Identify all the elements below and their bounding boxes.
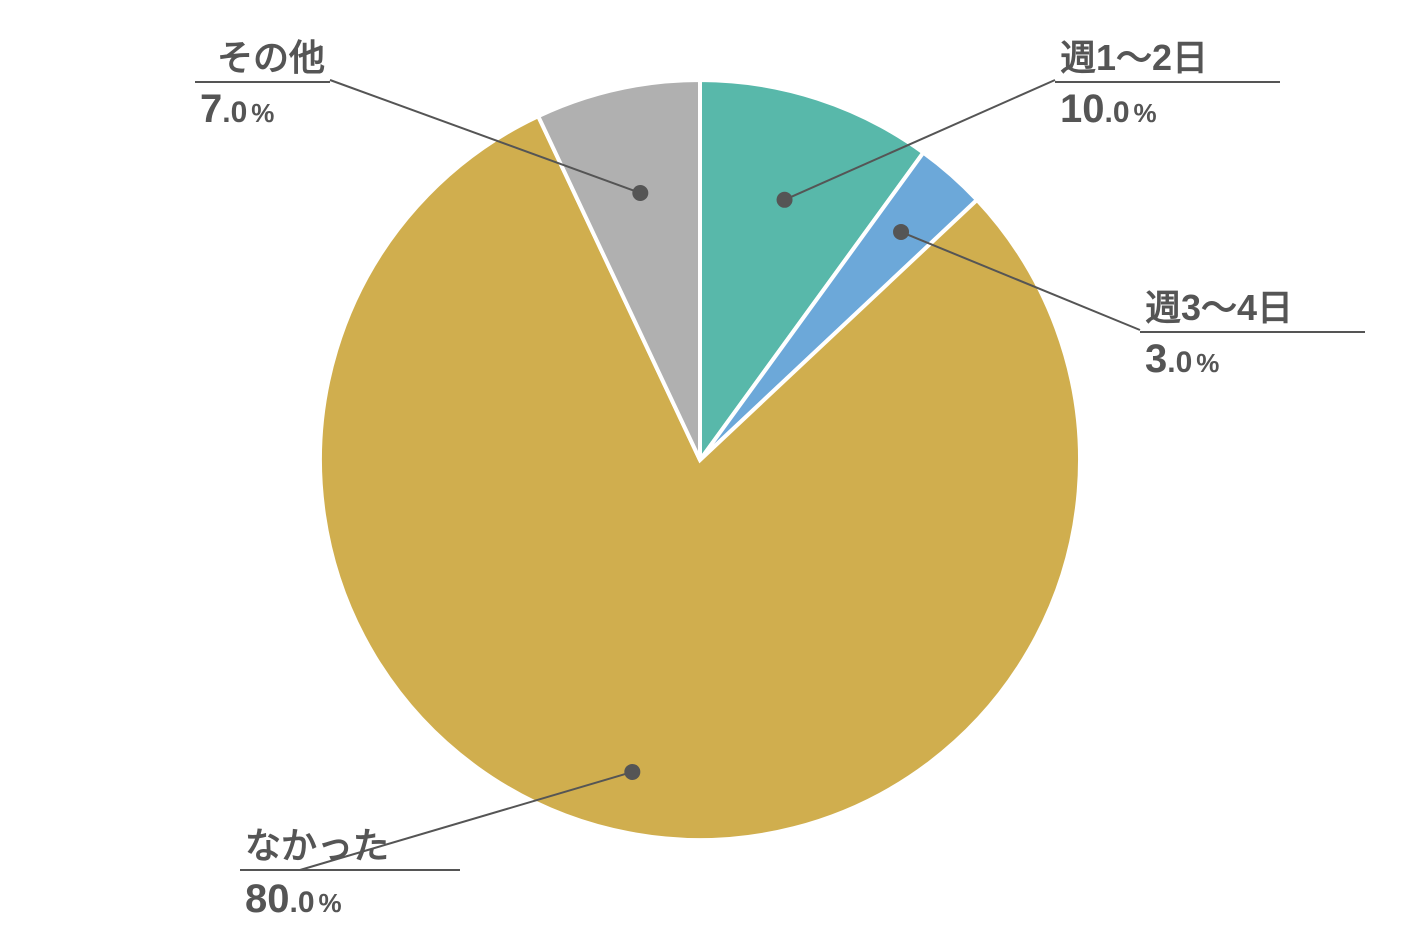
slice-label: 週3〜4日 [1145, 287, 1293, 328]
slice-label: 週1〜2日 [1060, 37, 1208, 78]
slice-percentage: 3.0% [1145, 337, 1219, 381]
slice-percentage: 7.0% [200, 87, 274, 131]
pie-slices [320, 80, 1080, 840]
leader-dot [893, 224, 909, 240]
slice-label: なかった [245, 825, 389, 866]
slice-label: その他 [217, 37, 325, 78]
slice-percentage: 80.0% [245, 877, 342, 921]
leader-dot [777, 192, 793, 208]
pie-chart: 週1〜2日 10.0% 週3〜4日 3.0% なかった 80.0% その他 7.0% [0, 0, 1412, 943]
slice-percentage: 10.0% [1060, 87, 1157, 131]
leader-dot [624, 764, 640, 780]
leader-dot [632, 185, 648, 201]
